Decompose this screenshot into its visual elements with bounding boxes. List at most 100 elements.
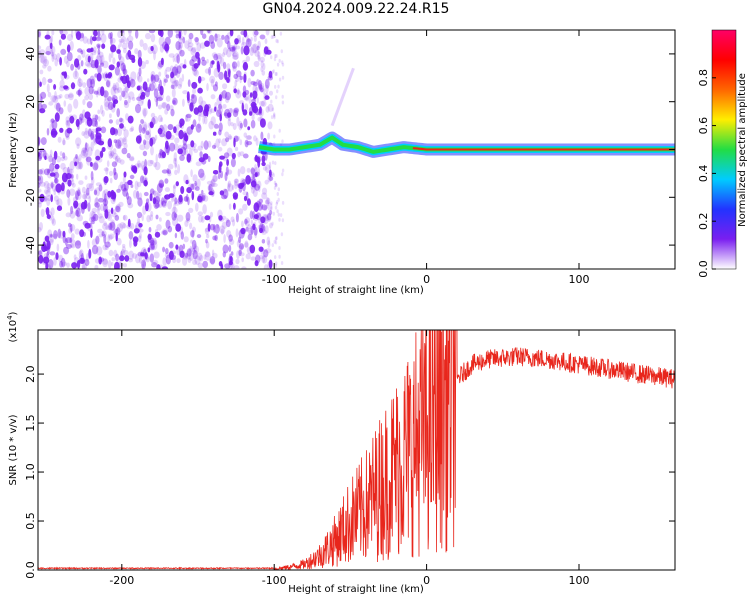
noise-blob (197, 262, 204, 269)
noise-blob (219, 113, 222, 122)
noise-blob (221, 221, 228, 229)
noise-blob (90, 78, 95, 89)
noise-blob (61, 71, 67, 76)
noise-blob (203, 112, 209, 118)
noise-blob (260, 87, 264, 93)
noise-blob (265, 197, 270, 207)
noise-blob (123, 181, 129, 191)
noise-blob (185, 179, 189, 185)
noise-blob (152, 115, 159, 125)
noise-blob (270, 99, 273, 104)
top-ytick-label: -40 (24, 236, 37, 254)
noise-blob (264, 38, 268, 45)
noise-blob (38, 49, 46, 56)
noise-blob (163, 131, 167, 138)
noise-blob (223, 112, 229, 117)
noise-blob (136, 85, 141, 91)
noise-blob (139, 39, 144, 47)
noise-blob (64, 237, 68, 246)
noise-blob (242, 85, 247, 93)
noise-blob (252, 30, 258, 37)
noise-blob (107, 101, 114, 111)
top-ytick-label: 0 (24, 146, 37, 153)
noise-blob (263, 205, 268, 212)
noise-blob (256, 199, 260, 208)
noise-blob (96, 43, 101, 48)
noise-blob (110, 44, 117, 53)
snr-line (38, 330, 675, 570)
noise-blob (207, 30, 211, 34)
noise-blob (107, 234, 110, 245)
snr-plot-area (38, 330, 675, 570)
noise-blob (259, 56, 265, 63)
noise-blob (79, 229, 85, 238)
noise-blob (222, 244, 229, 254)
noise-blob (166, 103, 171, 112)
noise-blob (97, 109, 101, 115)
noise-blob (49, 123, 55, 132)
noise-blob (175, 70, 181, 79)
noise-blob (266, 197, 271, 205)
noise-blob (268, 176, 274, 182)
noise-blob (165, 219, 171, 229)
noise-blob (257, 159, 261, 168)
noise-blob (231, 44, 236, 54)
noise-blob (124, 255, 130, 262)
noise-blob (104, 241, 111, 248)
noise-blob (134, 180, 139, 191)
noise-blob (97, 116, 101, 122)
colorbar-tick-label: 0.0 (697, 260, 710, 278)
noise-blob (38, 250, 42, 256)
noise-blob (150, 70, 156, 81)
noise-blob (273, 185, 277, 190)
noise-blob (101, 110, 105, 117)
noise-blob (188, 207, 194, 213)
bottom-xtick-label: -200 (109, 574, 134, 587)
noise-blob (110, 86, 117, 97)
noise-blob (136, 211, 143, 219)
noise-blob (75, 240, 81, 246)
noise-blob (233, 108, 239, 113)
noise-blob (263, 46, 269, 55)
noise-blob (157, 30, 162, 36)
noise-blob (113, 88, 120, 94)
noise-blob (224, 34, 230, 45)
noise-blob (51, 218, 56, 226)
noise-blob (128, 54, 136, 60)
noise-blob (118, 137, 124, 147)
noise-blob (243, 30, 248, 38)
noise-blob (237, 89, 240, 95)
noise-blob (232, 122, 237, 131)
noise-blob (43, 180, 50, 190)
noise-blob (172, 100, 176, 105)
noise-blob (91, 36, 97, 42)
noise-blob (207, 155, 211, 163)
noise-blob (165, 140, 169, 150)
noise-blob (90, 161, 93, 167)
noise-blob (249, 244, 256, 254)
noise-blob (260, 66, 264, 72)
noise-blob (45, 45, 52, 56)
noise-blob (208, 183, 213, 193)
noise-blob (149, 83, 155, 92)
noise-blob (157, 83, 161, 92)
noise-blob (84, 258, 90, 267)
noise-blob (58, 39, 62, 46)
noise-blob (186, 248, 192, 257)
noise-blob (116, 49, 121, 54)
noise-blob (113, 172, 118, 180)
noise-blob (264, 92, 269, 99)
noise-blob (142, 150, 148, 157)
noise-blob (265, 106, 270, 113)
noise-blob (55, 252, 59, 260)
noise-blob (141, 259, 146, 269)
noise-blob (271, 171, 274, 176)
noise-blob (62, 137, 66, 146)
noise-blob (227, 118, 232, 127)
noise-blob (278, 217, 281, 222)
noise-blob (265, 30, 270, 36)
noise-blob (84, 222, 91, 229)
noise-blob (75, 31, 82, 41)
noise-blob (216, 109, 222, 117)
noise-blob (43, 236, 48, 244)
